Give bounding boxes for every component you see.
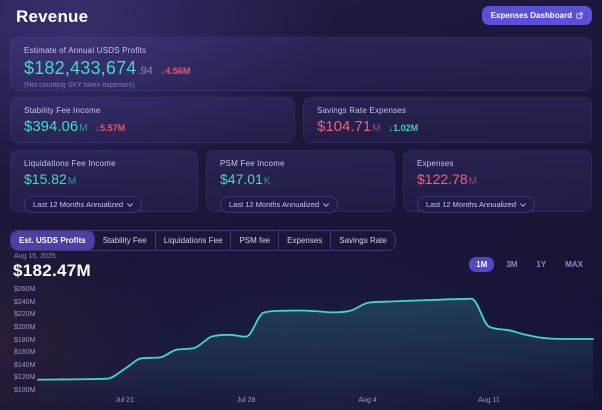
tab-est-usds-profits[interactable]: Est. USDS Profits: [11, 231, 95, 250]
expenses-dashboard-button-label: Expenses Dashboard: [490, 11, 572, 20]
metric-value: $15.82M: [24, 171, 77, 187]
card-label: Stability Fee Income: [24, 106, 101, 115]
chart-line: [37, 297, 594, 381]
tab-savings-rate[interactable]: Savings Rate: [339, 236, 387, 245]
time-range-selector: 1M 3M 1Y MAX: [469, 257, 590, 272]
tab-psm-fee[interactable]: PSM fee: [231, 231, 280, 250]
y-axis-label: $220M: [14, 311, 36, 319]
external-link-icon: [576, 12, 583, 19]
metric-value: $47.01K: [220, 171, 271, 187]
page-title: Revenue: [16, 7, 89, 26]
card-expenses: Expenses $122.78M Last 12 Months Annuali…: [403, 150, 592, 213]
y-axis-label: $100M: [14, 387, 36, 394]
revenue-chart[interactable]: [0, 283, 602, 410]
chart-current-value: $182.47M: [13, 261, 92, 280]
card-annual-profits: Estimate of Annual USDS Profits $182,433…: [10, 37, 592, 91]
delta-badge: ↓1.02M: [388, 123, 419, 133]
period-dropdown-label: Last 12 Months Annualized: [426, 200, 517, 209]
tab-expenses[interactable]: Expenses: [279, 231, 332, 250]
chart-tab-bar: Est. USDS Profits Stability Fee Liquidatio…: [10, 230, 396, 251]
card-label: Savings Rate Expenses: [317, 106, 407, 115]
x-axis-label: Jul 21: [115, 397, 135, 404]
metric-decimals: .94: [137, 65, 153, 77]
card-savings-rate: Savings Rate Expenses $104.71M ↓1.02M: [303, 97, 592, 143]
range-button-1m[interactable]: 1M: [469, 257, 495, 272]
delta-badge: ↓4.56M: [160, 66, 191, 76]
period-dropdown[interactable]: Last 12 Months Annualized: [220, 196, 339, 213]
card-note: (Not counting SKY token expenses): [24, 82, 135, 89]
chevron-down-icon: [127, 202, 134, 207]
card-psm-fee: PSM Fee Income $47.01K Last 12 Months An…: [206, 150, 395, 213]
card-stability-fee: Stability Fee Income $394.06M ↓5.57M: [10, 97, 295, 143]
expenses-dashboard-button[interactable]: Expenses Dashboard: [481, 6, 592, 25]
metric-value: $122.78M: [417, 171, 477, 187]
y-axis-label: $180M: [14, 336, 36, 344]
card-label: Estimate of Annual USDS Profits: [24, 46, 147, 55]
y-axis-label: $200M: [14, 323, 36, 331]
period-dropdown[interactable]: Last 12 Months Annualized: [417, 196, 536, 213]
y-axis-label: $140M: [14, 361, 36, 369]
metric-value: $394.06M: [24, 118, 88, 135]
period-dropdown[interactable]: Last 12 Months Annualized: [24, 196, 143, 213]
chart-area-fill: [38, 298, 593, 401]
x-axis-label: Aug 11: [478, 397, 500, 404]
chevron-down-icon: [323, 202, 330, 207]
card-label: Liquidations Fee Income: [24, 159, 116, 168]
card-label: Expenses: [417, 159, 454, 168]
range-button-1y[interactable]: 1Y: [536, 260, 547, 269]
metric-value: $182,433,674: [24, 58, 137, 78]
range-button-max[interactable]: MAX: [565, 260, 583, 269]
period-dropdown-label: Last 12 Months Annualized: [33, 200, 124, 209]
y-axis-label: $260M: [14, 286, 36, 293]
x-axis-label: Aug 4: [358, 397, 377, 404]
y-axis-label: $160M: [14, 349, 36, 357]
y-axis-label: $120M: [14, 374, 36, 382]
chart-date-label: Aug 15, 2025: [14, 253, 56, 260]
card-label: PSM Fee Income: [220, 159, 285, 168]
x-axis-label: Jul 28: [236, 397, 256, 404]
tab-liquidations-fee[interactable]: Liquidations Fee: [156, 231, 232, 250]
period-dropdown-label: Last 12 Months Annualized: [229, 200, 320, 209]
tab-stability-fee[interactable]: Stability Fee: [95, 231, 156, 250]
metric-value: $104.71M: [317, 118, 381, 135]
range-button-3m[interactable]: 3M: [506, 260, 518, 269]
delta-badge: ↓5.57M: [95, 123, 126, 133]
chevron-down-icon: [520, 202, 527, 207]
y-axis-label: $240M: [14, 298, 36, 306]
card-liquidations-fee: Liquidations Fee Income $15.82M Last 12 …: [10, 150, 198, 213]
